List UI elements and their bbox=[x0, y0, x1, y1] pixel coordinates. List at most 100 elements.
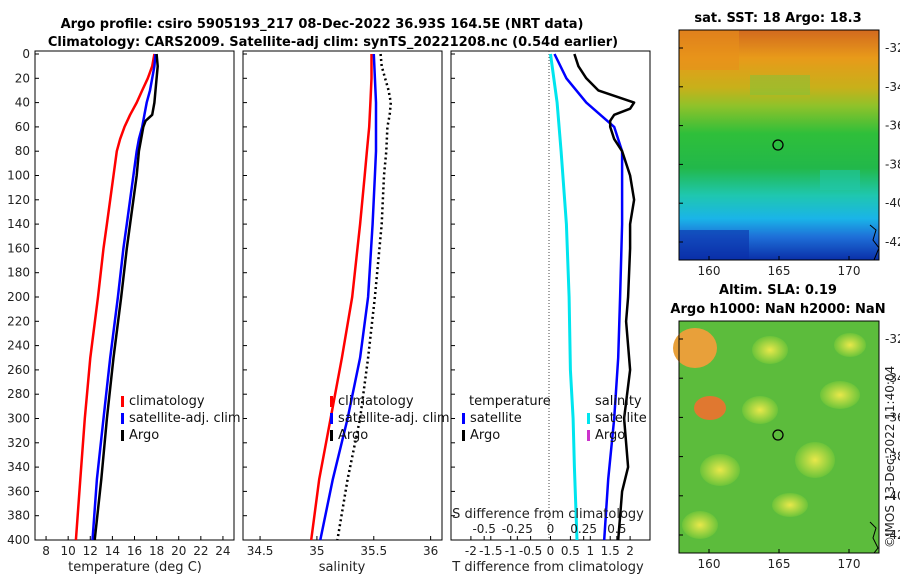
sst-map-title: sat. SST: 18 Argo: 18.3 bbox=[694, 11, 861, 26]
x-tick-label: -0.5 bbox=[519, 544, 542, 558]
salinity-legend-argo: Argo bbox=[338, 428, 368, 443]
difference-legend: temperature satellite Argo salinity sate… bbox=[462, 394, 647, 443]
x-tick-label: -2 bbox=[465, 544, 477, 558]
temperature-panel bbox=[34, 50, 235, 541]
depth-tick-label: 120 bbox=[7, 193, 30, 207]
x-tick-label: 35.5 bbox=[360, 544, 387, 558]
s-tick-label: 0 bbox=[547, 522, 555, 536]
x-axes: 8 10 12 14 16 18 20 22 24 34.5 35 35.5 36 -2 -1.5 -1 -0.… bbox=[42, 536, 634, 558]
x-tick-label: 16 bbox=[127, 544, 142, 558]
temperature-legend: climatology satellite-adj. clim Argo bbox=[121, 394, 241, 443]
map-lat-label: -42 bbox=[885, 235, 900, 249]
depth-tick-label: 60 bbox=[15, 120, 30, 134]
difference-legend-t-sat: satellite bbox=[470, 411, 522, 426]
map-lat-label: -32 bbox=[885, 332, 900, 346]
depth-tick-label: 160 bbox=[7, 241, 30, 255]
x-tick-label: 1.5 bbox=[601, 544, 620, 558]
x-tick-label: 12 bbox=[83, 544, 98, 558]
x-tick-label: -1.5 bbox=[479, 544, 502, 558]
series-line-satellite-adj-clim bbox=[91, 53, 157, 541]
series-line-climatology bbox=[309, 54, 373, 541]
temperature-legend-clim: climatology bbox=[129, 394, 205, 409]
difference-legend-t-title: temperature bbox=[469, 394, 551, 409]
x-tick-label: 14 bbox=[105, 544, 120, 558]
series-line-temperature-satellite bbox=[553, 53, 624, 541]
title-line2: Climatology: CARS2009. Satellite-adj cli… bbox=[48, 35, 618, 50]
temperature-xlabel: temperature (deg C) bbox=[68, 560, 202, 575]
x-tick-label: 22 bbox=[193, 544, 208, 558]
s-tick-label: -0.5 bbox=[472, 522, 495, 536]
s-tick-label: 0.25 bbox=[570, 522, 597, 536]
salinity-xlabel: salinity bbox=[319, 560, 366, 575]
depth-tick-label: 360 bbox=[7, 484, 30, 498]
x-tick-label: 0 bbox=[547, 544, 555, 558]
map-lat-label: -36 bbox=[885, 410, 900, 424]
s-tick-label: -0.25 bbox=[502, 522, 533, 536]
x-tick-label: -1 bbox=[505, 544, 517, 558]
map-lon-label: 160 bbox=[698, 264, 721, 278]
map-lon-label: 160 bbox=[698, 557, 721, 571]
depth-tick-label: 260 bbox=[7, 363, 30, 377]
depth-axis: 0 20 40 60 80 100 120 140 160 180 200 220 240 260 280 3… bbox=[7, 47, 455, 547]
depth-tick-label: 380 bbox=[7, 509, 30, 523]
difference-legend-s-title: salinity bbox=[595, 394, 642, 409]
map-lat-label: -36 bbox=[885, 119, 900, 133]
depth-tick-label: 0 bbox=[22, 47, 30, 61]
x-tick-label: 35 bbox=[309, 544, 324, 558]
series-line-argo bbox=[336, 53, 393, 541]
x-tick-label: 34.5 bbox=[247, 544, 274, 558]
depth-tick-label: 340 bbox=[7, 460, 30, 474]
s-difference-label: S difference from climatology bbox=[452, 507, 644, 522]
depth-tick-label: 400 bbox=[7, 533, 30, 547]
salinity-legend-clim: climatology bbox=[338, 394, 414, 409]
series-line-satellite-adj-clim bbox=[319, 53, 378, 541]
depth-tick-label: 300 bbox=[7, 412, 30, 426]
s-tick-label: 0.5 bbox=[607, 522, 626, 536]
x-tick-label: 36 bbox=[423, 544, 438, 558]
depth-tick-label: 20 bbox=[15, 71, 30, 85]
salinity-panel bbox=[242, 50, 443, 541]
x-tick-label: 1 bbox=[586, 544, 594, 558]
depth-tick-label: 140 bbox=[7, 217, 30, 231]
difference-legend-s-sat: satellite bbox=[595, 411, 647, 426]
sla-argo-marker bbox=[772, 429, 784, 441]
map-lon-label: 170 bbox=[838, 264, 861, 278]
sla-map-title1: Altim. SLA: 0.19 bbox=[719, 283, 837, 298]
sla-map-title2: Argo h1000: NaN h2000: NaN bbox=[670, 302, 885, 317]
map-lon-label: 165 bbox=[768, 557, 791, 571]
x-tick-label: 24 bbox=[215, 544, 230, 558]
sla-axes: -32 -34 -36 -38 -40 -42 160 165 170 bbox=[679, 332, 900, 571]
depth-tick-label: 40 bbox=[15, 96, 30, 110]
x-tick-label: 20 bbox=[171, 544, 186, 558]
map-lat-label: -32 bbox=[885, 41, 900, 55]
depth-tick-label: 240 bbox=[7, 339, 30, 353]
temperature-legend-argo: Argo bbox=[129, 428, 159, 443]
map-lon-label: 165 bbox=[768, 264, 791, 278]
series-line-temperature-argo bbox=[573, 53, 636, 541]
s-difference-ticks: -0.5 -0.25 0 0.25 0.5 bbox=[472, 522, 626, 540]
series-line-salinity-satellite bbox=[549, 53, 579, 541]
depth-tick-label: 200 bbox=[7, 290, 30, 304]
difference-legend-t-argo: Argo bbox=[470, 428, 500, 443]
profile-series bbox=[74, 53, 636, 541]
depth-tick-label: 220 bbox=[7, 314, 30, 328]
sla-map bbox=[673, 320, 880, 554]
map-lat-label: -42 bbox=[885, 528, 900, 542]
depth-tick-label: 80 bbox=[15, 144, 30, 158]
x-tick-label: 10 bbox=[61, 544, 76, 558]
series-line-argo bbox=[93, 53, 159, 541]
sst-argo-marker bbox=[772, 139, 784, 151]
salinity-legend: climatology satellite-adj. clim Argo bbox=[330, 394, 450, 443]
map-lon-label: 170 bbox=[838, 557, 861, 571]
depth-tick-label: 100 bbox=[7, 169, 30, 183]
x-tick-label: 8 bbox=[42, 544, 50, 558]
x-tick-label: 2 bbox=[626, 544, 634, 558]
credit-text: ©IMOS 13-Dec-2022 11:40:04 bbox=[883, 366, 897, 548]
difference-xlabel: T difference from climatology bbox=[451, 560, 644, 575]
sst-axes: -32 -34 -36 -38 -40 -42 160 165 170 bbox=[679, 41, 900, 278]
map-lat-label: -38 bbox=[885, 157, 900, 171]
depth-tick-label: 320 bbox=[7, 436, 30, 450]
map-lat-label: -38 bbox=[885, 450, 900, 464]
depth-tick-label: 280 bbox=[7, 387, 30, 401]
